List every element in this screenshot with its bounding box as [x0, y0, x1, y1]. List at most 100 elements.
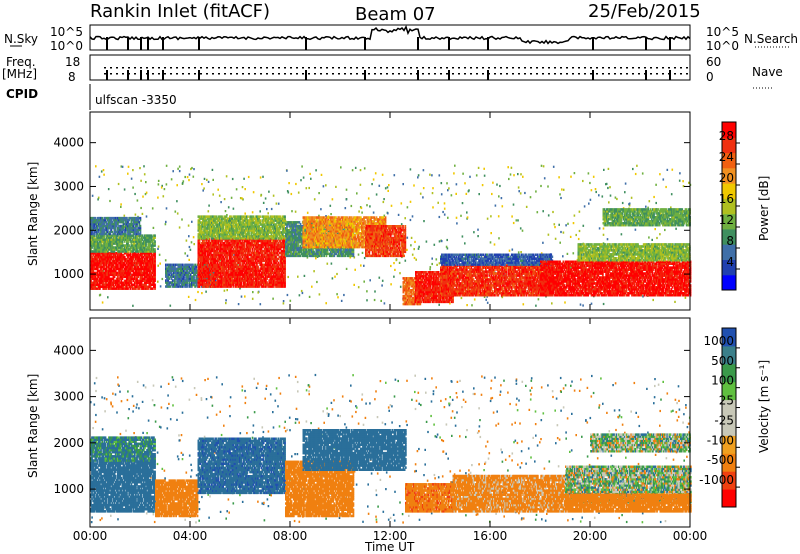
scatter-cell — [320, 208, 322, 210]
scatter-cell — [441, 182, 443, 184]
scatter-cell — [496, 184, 498, 186]
scatter-cell — [679, 172, 681, 174]
nave-dot — [134, 67, 136, 69]
scatter-cell — [191, 167, 193, 169]
scatter-cell — [555, 238, 557, 240]
nave-dot — [668, 67, 670, 69]
freq-dot — [656, 73, 658, 75]
scatter-cell — [518, 186, 520, 188]
scatter-cell — [574, 215, 576, 217]
scatter-cell — [540, 185, 542, 187]
scatter-cell — [358, 254, 360, 256]
scatter-cell — [316, 281, 318, 283]
scatter-cell — [671, 193, 673, 195]
nave-dot — [602, 67, 604, 69]
scatter-cell — [439, 240, 441, 242]
scatter-cell — [607, 187, 609, 189]
scatter-cell — [535, 190, 537, 192]
scatter-cell — [453, 172, 455, 174]
data-cell — [151, 234, 153, 237]
nave-dot — [146, 67, 148, 69]
scatter-cell — [432, 187, 434, 189]
freq-dot — [422, 73, 424, 75]
scatter-cell — [518, 251, 520, 253]
scatter-cell — [268, 191, 270, 193]
nave-dot — [194, 67, 196, 69]
nave-dot — [434, 67, 436, 69]
scatter-cell — [444, 202, 446, 204]
freq-panel: Freq. [MHz] 18 8 60 0 Nave — [2, 55, 783, 88]
scatter-cell — [426, 241, 428, 243]
scatter-cell — [165, 223, 167, 225]
nave-dot — [650, 67, 652, 69]
freq-dot — [284, 73, 286, 75]
scatter-cell — [446, 246, 448, 248]
scatter-cell — [494, 243, 496, 245]
scatter-cell — [441, 193, 443, 195]
nave-dot — [386, 67, 388, 69]
scatter-cell — [412, 254, 414, 256]
scatter-cell — [423, 220, 425, 222]
scatter-cell — [135, 214, 137, 216]
scatter-cell — [485, 299, 487, 301]
scatter-cell — [468, 190, 470, 192]
scatter-cell — [547, 185, 549, 187]
nave-dot — [272, 67, 274, 69]
freq-tick-hi: 18 — [65, 55, 80, 69]
nave-dot — [500, 67, 502, 69]
scatter-cell — [187, 255, 189, 257]
scatter-cell — [649, 200, 651, 202]
nave-dot — [470, 67, 472, 69]
data-cell — [140, 217, 142, 220]
scatter-cell — [298, 192, 300, 194]
nsearch-label: N.Search — [744, 32, 798, 46]
freq-dot — [362, 73, 364, 75]
data-cell — [154, 284, 156, 287]
scatter-cell — [558, 224, 560, 226]
nave-dot — [308, 67, 310, 69]
freq-dot — [680, 73, 682, 75]
nave-dot — [398, 67, 400, 69]
scatter-cell — [286, 170, 288, 172]
freq-dot — [602, 73, 604, 75]
scatter-cell — [318, 192, 320, 194]
scatter-cell — [625, 183, 627, 185]
scatter-cell — [366, 290, 368, 292]
freq-dot — [266, 73, 268, 75]
scatter-cell — [109, 200, 111, 202]
scatter-cell — [188, 179, 190, 181]
nave-dot — [644, 67, 646, 69]
scatter-cell — [132, 187, 134, 189]
nave-dot — [182, 67, 184, 69]
nave-dot — [206, 67, 208, 69]
scatter-cell — [356, 192, 358, 194]
scatter-cell — [462, 202, 464, 204]
scatter-cell — [336, 273, 338, 275]
scatter-cell — [415, 259, 417, 261]
scatter-cell — [434, 244, 436, 246]
scatter-cell — [308, 187, 310, 189]
scatter-cell — [145, 193, 147, 195]
scatter-cell — [248, 176, 250, 178]
scatter-cell — [455, 193, 457, 195]
freq-dot — [206, 73, 208, 75]
scatter-cell — [410, 168, 412, 170]
nave-dot — [464, 67, 466, 69]
nave-dot — [536, 67, 538, 69]
scatter-cell — [97, 198, 99, 200]
scatter-cell — [418, 246, 420, 248]
freq-dot — [356, 73, 358, 75]
scatter-cell — [287, 294, 289, 296]
nave-dot — [218, 67, 220, 69]
scatter-cell — [674, 301, 676, 303]
scatter-cell — [454, 165, 456, 167]
scatter-cell — [157, 265, 159, 267]
scatter-cell — [193, 168, 195, 170]
scatter-cell — [518, 190, 520, 192]
scatter-cell — [607, 238, 609, 240]
scatter-cell — [429, 268, 431, 270]
scatter-cell — [593, 176, 595, 178]
scatter-cell — [591, 189, 593, 191]
scatter-cell — [360, 184, 362, 186]
scatter-cell — [502, 205, 504, 207]
